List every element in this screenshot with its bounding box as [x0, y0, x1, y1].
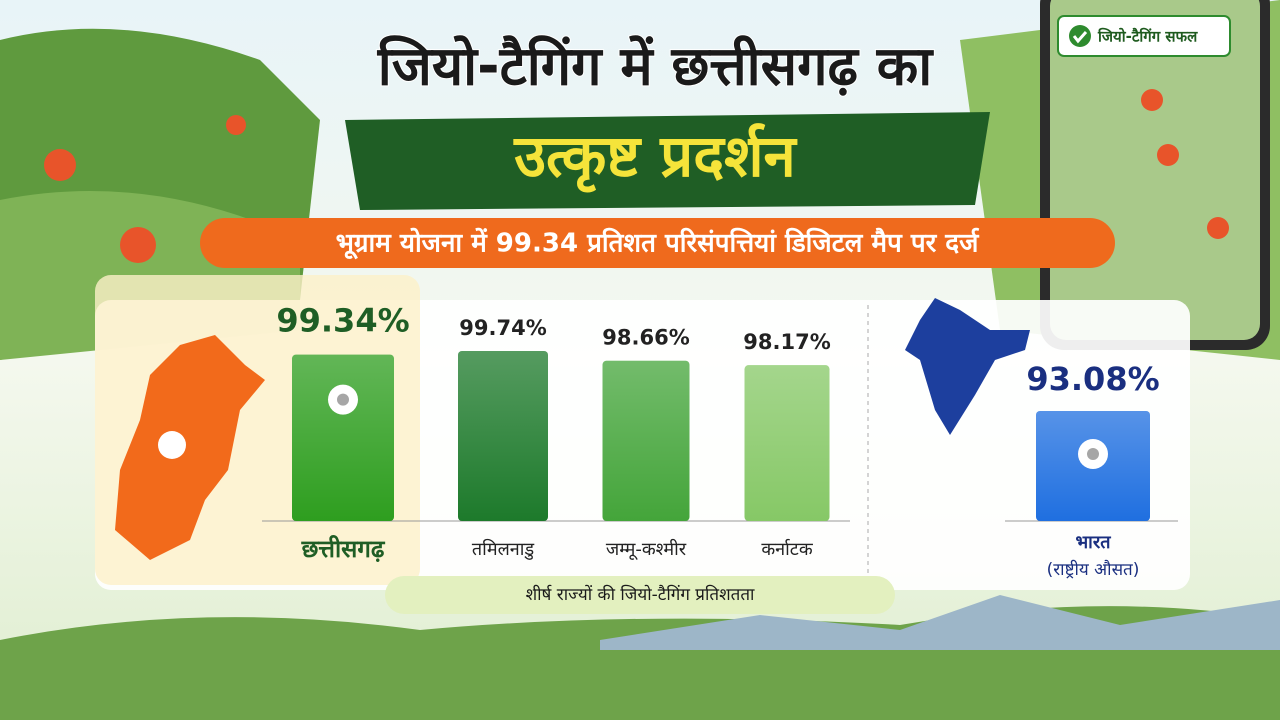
- map-pin: [44, 149, 76, 181]
- phone-badge: जियो-टैगिंग सफल: [1097, 28, 1198, 46]
- map-pin: [1157, 144, 1179, 166]
- subtitle-pill: [200, 218, 1115, 268]
- value-label: 99.34%: [276, 302, 409, 340]
- phone-badge-box: [1057, 15, 1231, 57]
- map-pin: [120, 227, 156, 263]
- title: जियो-टैगिंग में छत्तीसगढ़ का: [377, 35, 934, 98]
- india-map: [905, 298, 1030, 435]
- value-label: 98.17%: [743, 330, 830, 354]
- map-pin: [158, 431, 186, 459]
- national-sublabel: (राष्ट्रीय औसत): [1047, 559, 1140, 580]
- map-pin: [1141, 89, 1163, 111]
- category-label: जम्मू-कश्मीर: [606, 538, 687, 560]
- value-label: 99.74%: [459, 316, 546, 340]
- bar-gloss: [602, 360, 690, 521]
- value-label: 98.66%: [602, 326, 689, 350]
- map-pin: [226, 115, 246, 135]
- bar-gloss: [744, 365, 830, 521]
- national-label: भारत: [1076, 532, 1112, 553]
- pin-icon: [328, 384, 358, 415]
- caption-pill: [385, 576, 895, 614]
- bar-gloss: [292, 354, 394, 521]
- pin-dot: [337, 393, 349, 406]
- subtitle: भूग्राम योजना में 99.34 प्रतिशत परिसंपत्…: [336, 228, 981, 260]
- category-label: तमिलनाडु: [472, 538, 535, 560]
- bars: 99.34% छत्तीसगढ़ 99.74% तमिलनाडु 98.66% जम्मू…: [276, 302, 1159, 580]
- title-brush: [345, 112, 990, 210]
- category-label: कर्नाटक: [761, 538, 814, 560]
- pin-icon: [1078, 439, 1108, 469]
- category-label: छत्तीसगढ़: [301, 535, 386, 563]
- chhattisgarh-map: [115, 335, 265, 560]
- pin-dot: [1087, 448, 1099, 460]
- caption: शीर्ष राज्यों की जियो-टैगिंग प्रतिशतता: [526, 584, 755, 605]
- national-value-label: 93.08%: [1026, 360, 1159, 398]
- title-highlight: उत्कृष्ट प्रदर्शन: [513, 122, 797, 193]
- map-pin: [1207, 217, 1229, 239]
- bar-gloss: [458, 351, 548, 521]
- check-mark: [1072, 31, 1088, 44]
- check-icon: [1069, 25, 1091, 47]
- mountains: [600, 595, 1280, 650]
